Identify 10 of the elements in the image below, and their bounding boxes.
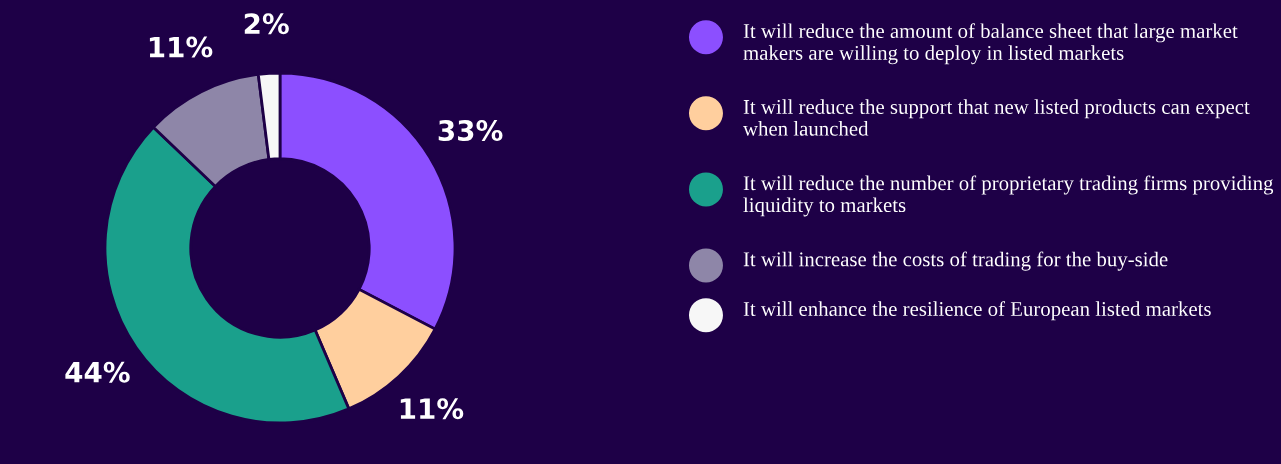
legend-label: It will reduce the support that new listed products can expect when launched — [743, 99, 1250, 136]
legend-label: It will reduce the amount of balance sheet that large market makers are willing to deploy in listed markets — [743, 23, 1238, 65]
data-label: 11% — [149, 36, 213, 58]
data-label: 11% — [400, 398, 464, 420]
data-label: 44% — [65, 361, 130, 383]
legend-label: It will increase the costs of trading for the buy-side — [743, 251, 1168, 271]
legend-label: It will reduce the number of proprietary trading firms providing liquidity to markets — [743, 175, 1274, 217]
data-label: 2% — [244, 13, 289, 35]
data-label: 33% — [438, 119, 503, 141]
legend-label: It will enhance the resilience of European listed markets — [743, 301, 1211, 321]
